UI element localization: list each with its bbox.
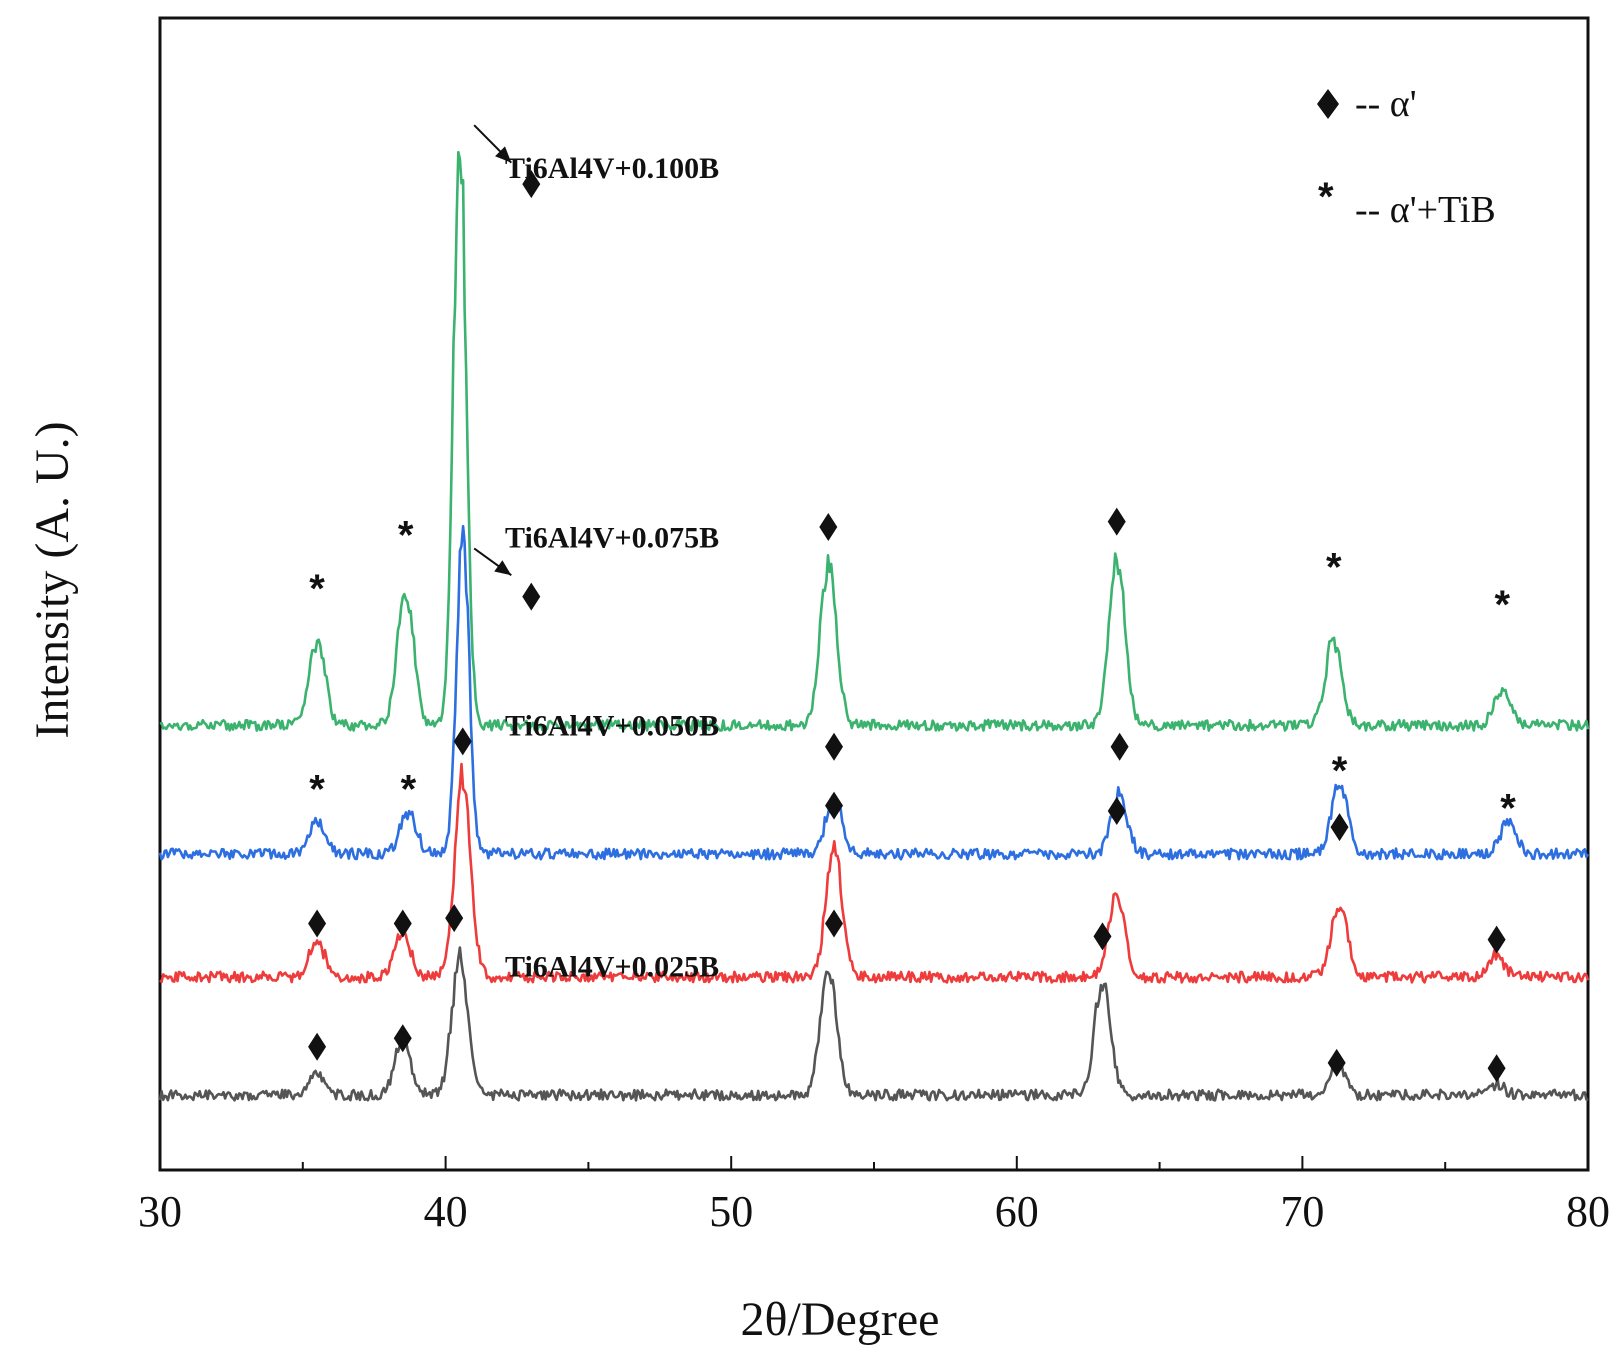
x-tick-label: 80 [1566,1187,1610,1236]
arrow-head-icon [494,560,512,576]
phase-star-marker: * [309,567,325,611]
series-line-1 [159,150,1590,732]
phase-diamond-marker [1330,813,1349,842]
plot-frame [158,16,1590,1172]
x-axis-title: 2θ/Degree [741,1293,940,1346]
legend-star-icon: * [1318,175,1334,219]
phase-diamond-marker [393,909,412,938]
series-label: Ti6Al4V+0.025B [505,950,719,983]
series-line-3 [159,762,1590,984]
x-tick-label: 70 [1280,1187,1324,1236]
arrow-head-icon [495,146,512,163]
phase-star-marker: * [401,767,417,811]
series-layer [158,150,1590,1102]
x-tick-label: 60 [995,1187,1039,1236]
phase-diamond-marker [1487,1054,1506,1083]
series-label: Ti6Al4V+0.050B [505,709,719,742]
annotation-layer [473,124,541,611]
legend-entry-alpha-tib: -- α'+TiB [1355,189,1496,231]
phase-star-marker: * [1500,787,1516,831]
phase-diamond-marker [1107,797,1126,826]
phase-diamond-marker [825,732,844,761]
phase-star-marker: * [398,513,414,557]
x-tick-label: 30 [138,1187,182,1236]
y-axis-title: Intensity (A. U.) [26,421,79,738]
annotation-diamond-marker [522,170,541,199]
phase-diamond-marker [393,1024,412,1053]
x-tick-label: 50 [709,1187,753,1236]
phase-diamond-marker [1107,507,1126,536]
phase-diamond-marker [1093,922,1112,951]
phase-diamond-marker [445,904,464,933]
legend-diamond-icon [1317,89,1339,119]
legend-entry-alpha: -- α' [1355,83,1417,125]
phase-diamond-marker [453,727,472,756]
legend: -- α' * -- α'+TiB [1317,83,1496,231]
series-label: Ti6Al4V+0.100B [505,152,719,185]
marker-layer: * * * * * * * * [308,507,1516,1083]
x-tick-label: 40 [424,1187,468,1236]
annotation-diamond-marker [522,582,541,611]
phase-diamond-marker [1327,1048,1346,1077]
phase-star-marker: * [1326,546,1342,590]
label-layer: 30 40 50 60 70 80 Ti6Al4V+0.100B Ti6Al4V+0.075B… [138,152,1610,1236]
phase-diamond-marker [308,909,327,938]
phase-star-marker: * [1495,583,1511,627]
phase-diamond-marker [819,513,838,542]
phase-diamond-marker [1487,925,1506,954]
phase-diamond-marker [825,791,844,820]
series-line-4 [158,946,1589,1102]
phase-star-marker: * [309,767,325,811]
phase-star-marker: * [1332,749,1348,793]
series-label: Ti6Al4V+0.075B [505,522,719,555]
phase-diamond-marker [1110,732,1129,761]
series-line-2 [158,524,1590,861]
phase-diamond-marker [308,1032,327,1061]
phase-diamond-marker [825,909,844,938]
